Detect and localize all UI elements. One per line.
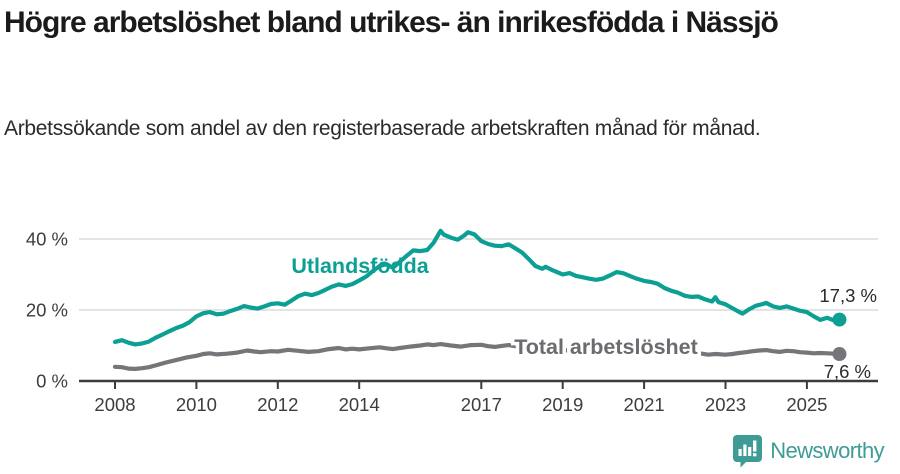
logo-exclamation-bar — [753, 440, 757, 452]
utlandsfodda-series-label: Utlandsfödda — [291, 254, 429, 278]
chart-subtitle: Arbetssökande som andel av den registerb… — [4, 117, 761, 140]
x-tick-label: 2012 — [257, 394, 298, 415]
chart-title: Högre arbetslöshet bland utrikes- än inr… — [4, 6, 779, 39]
x-tick-label: 2019 — [542, 394, 583, 415]
total-end-dot — [832, 347, 847, 362]
total-series-label: Total arbetslöshet — [514, 335, 698, 359]
brand-name: Newsworthy — [770, 438, 884, 463]
y-tick-label: 20 % — [26, 300, 68, 321]
y-tick-label: 0 % — [36, 371, 68, 392]
total-line — [112, 342, 842, 371]
logo-bar-3 — [748, 447, 752, 456]
logo-bar-1 — [738, 449, 742, 456]
x-tick-label: 2010 — [176, 394, 217, 415]
logo-bar-2 — [743, 444, 747, 456]
logo-bubble-shape — [733, 435, 763, 468]
footer-branding: Newsworthy — [732, 434, 885, 468]
y-tick-label: 40 % — [26, 229, 68, 250]
utlandsfodda-line — [112, 228, 842, 347]
total-value-label: 7,6 % — [824, 361, 871, 382]
x-tick-label: 2008 — [94, 394, 135, 415]
x-tick-label: 2025 — [786, 394, 827, 415]
x-tick-label: 2017 — [461, 394, 502, 415]
x-tick-label: 2014 — [339, 394, 380, 415]
x-tick-label: 2023 — [705, 394, 746, 415]
newsworthy-logo-icon — [733, 435, 763, 468]
logo-exclamation-dot — [753, 453, 757, 457]
x-tick-label: 2021 — [624, 394, 665, 415]
utlandsfodda-end-dot — [832, 312, 847, 327]
utlandsfodda-value-label: 17,3 % — [819, 285, 877, 306]
